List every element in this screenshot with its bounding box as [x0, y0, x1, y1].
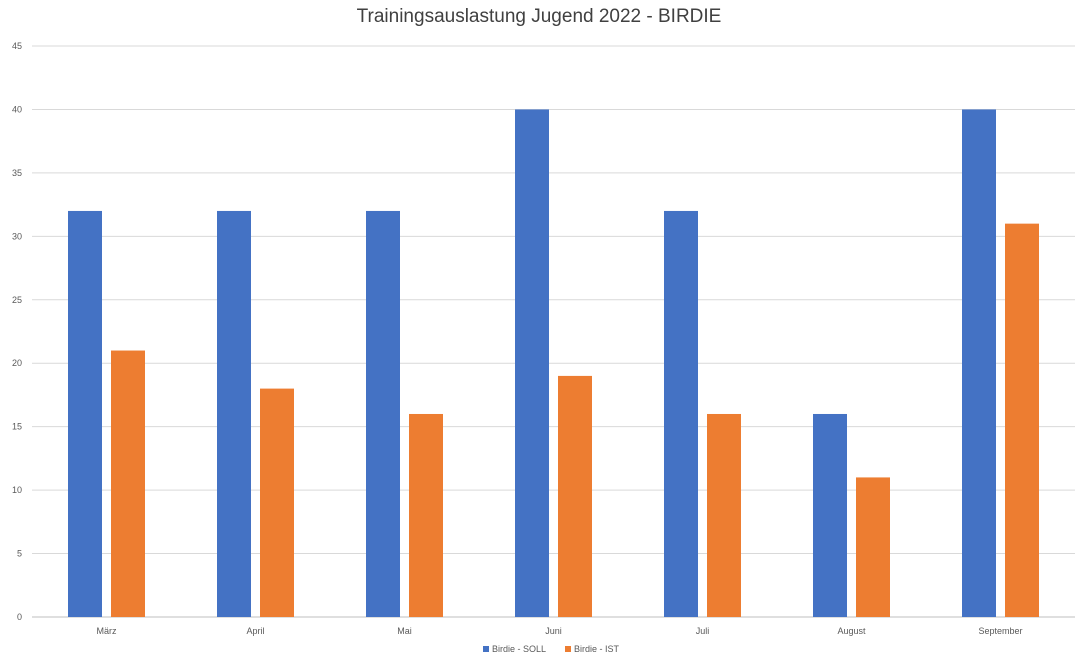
bar-ist — [111, 350, 145, 617]
y-tick-label: 45 — [12, 41, 22, 51]
x-tick-label: August — [837, 626, 866, 636]
y-tick-label: 35 — [12, 168, 22, 178]
legend-label: Birdie - IST — [574, 644, 620, 654]
bar-ist — [260, 388, 294, 617]
x-axis-labels: März April Mai Juni Juli August September — [97, 626, 1023, 636]
bar-ist — [856, 477, 890, 617]
legend-swatch — [483, 646, 489, 652]
bar-ist — [1005, 223, 1039, 617]
legend-swatch — [565, 646, 571, 652]
bar-ist — [409, 413, 443, 617]
x-tick-label: März — [97, 626, 117, 636]
y-tick-label: 10 — [12, 485, 22, 495]
y-tick-label: 25 — [12, 295, 22, 305]
y-tick-label: 40 — [12, 104, 22, 114]
legend-label: Birdie - SOLL — [492, 644, 546, 654]
y-tick-label: 30 — [12, 231, 22, 241]
y-tick-label: 20 — [12, 358, 22, 368]
bar-soll — [366, 210, 400, 617]
y-tick-label: 0 — [17, 612, 22, 622]
bar-soll — [813, 413, 847, 617]
legend: Birdie - SOLL Birdie - IST — [483, 644, 620, 654]
x-tick-label: April — [246, 626, 264, 636]
y-tick-label: 15 — [12, 422, 22, 432]
x-tick-label: September — [978, 626, 1022, 636]
y-axis-ticks: 0 5 10 15 20 25 30 35 40 45 — [12, 41, 22, 622]
bar-soll — [962, 109, 996, 617]
bar-soll — [217, 210, 251, 617]
x-tick-label: Juni — [545, 626, 562, 636]
chart-title: Trainingsauslastung Jugend 2022 - BIRDIE — [356, 6, 722, 27]
y-tick-label: 5 — [17, 549, 22, 559]
x-tick-label: Juli — [696, 626, 710, 636]
bar-soll — [68, 210, 102, 617]
bars — [68, 109, 1039, 617]
bar-ist — [558, 375, 592, 617]
bar-ist — [707, 413, 741, 617]
gridlines — [32, 45, 1075, 618]
x-tick-label: Mai — [397, 626, 412, 636]
bar-soll — [664, 210, 698, 617]
bar-soll — [515, 109, 549, 617]
